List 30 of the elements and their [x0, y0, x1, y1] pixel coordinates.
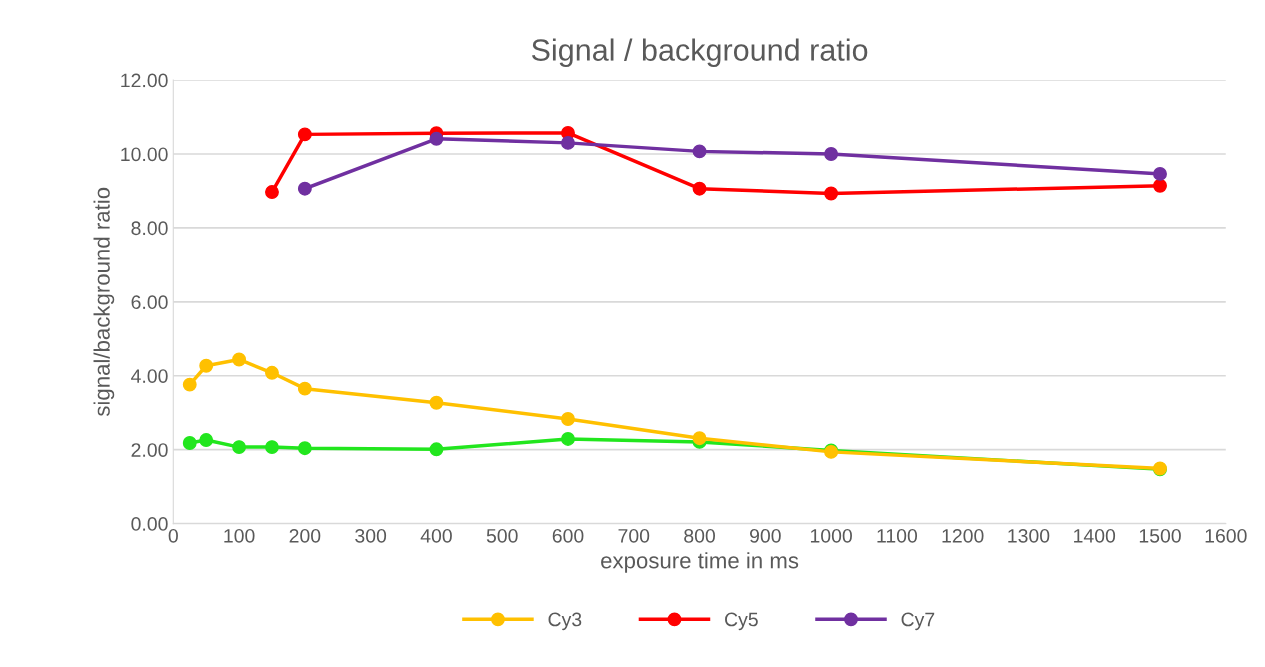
x-tick-label: 1500 [1139, 528, 1181, 543]
legend-label: Cy3 [548, 612, 582, 631]
x-tick-label: 1100 [877, 528, 918, 543]
x-tick-label: 900 [750, 528, 781, 543]
y-tick-label: 10.00 [121, 147, 168, 162]
legend-label: Cy5 [725, 612, 758, 631]
y-tick-label: 12.00 [121, 73, 168, 88]
legend-label: Cy7 [901, 612, 935, 631]
y-tick-label: 4.00 [131, 369, 168, 383]
x-tick-label: 1000 [810, 528, 852, 543]
x-tick-label: 100 [224, 528, 255, 543]
x-tick-label: 400 [420, 528, 452, 543]
chart-title: Signal / background ratio [531, 38, 868, 67]
x-tick-label: 300 [355, 528, 387, 543]
x-tick-label: 0 [168, 528, 178, 543]
x-tick-label: 1200 [942, 528, 984, 543]
x-tick-label: 600 [552, 528, 584, 543]
x-tick-label: 1600 [1205, 528, 1247, 543]
y-tick-label: 2.00 [131, 443, 168, 457]
x-tick-label: 1300 [1008, 528, 1050, 543]
x-tick-label: 700 [618, 528, 650, 543]
x-axis-title: exposure time in ms [601, 552, 799, 573]
x-tick-label: 200 [289, 528, 321, 543]
y-tick-label: 8.00 [131, 221, 168, 236]
x-tick-label: 500 [486, 528, 518, 543]
x-tick-label: 800 [684, 528, 716, 543]
y-axis-title: signal/background ratio [93, 187, 115, 417]
x-tick-label: 1400 [1074, 528, 1116, 543]
y-tick-label: 0.00 [131, 517, 168, 531]
y-tick-label: 6.00 [131, 295, 168, 310]
